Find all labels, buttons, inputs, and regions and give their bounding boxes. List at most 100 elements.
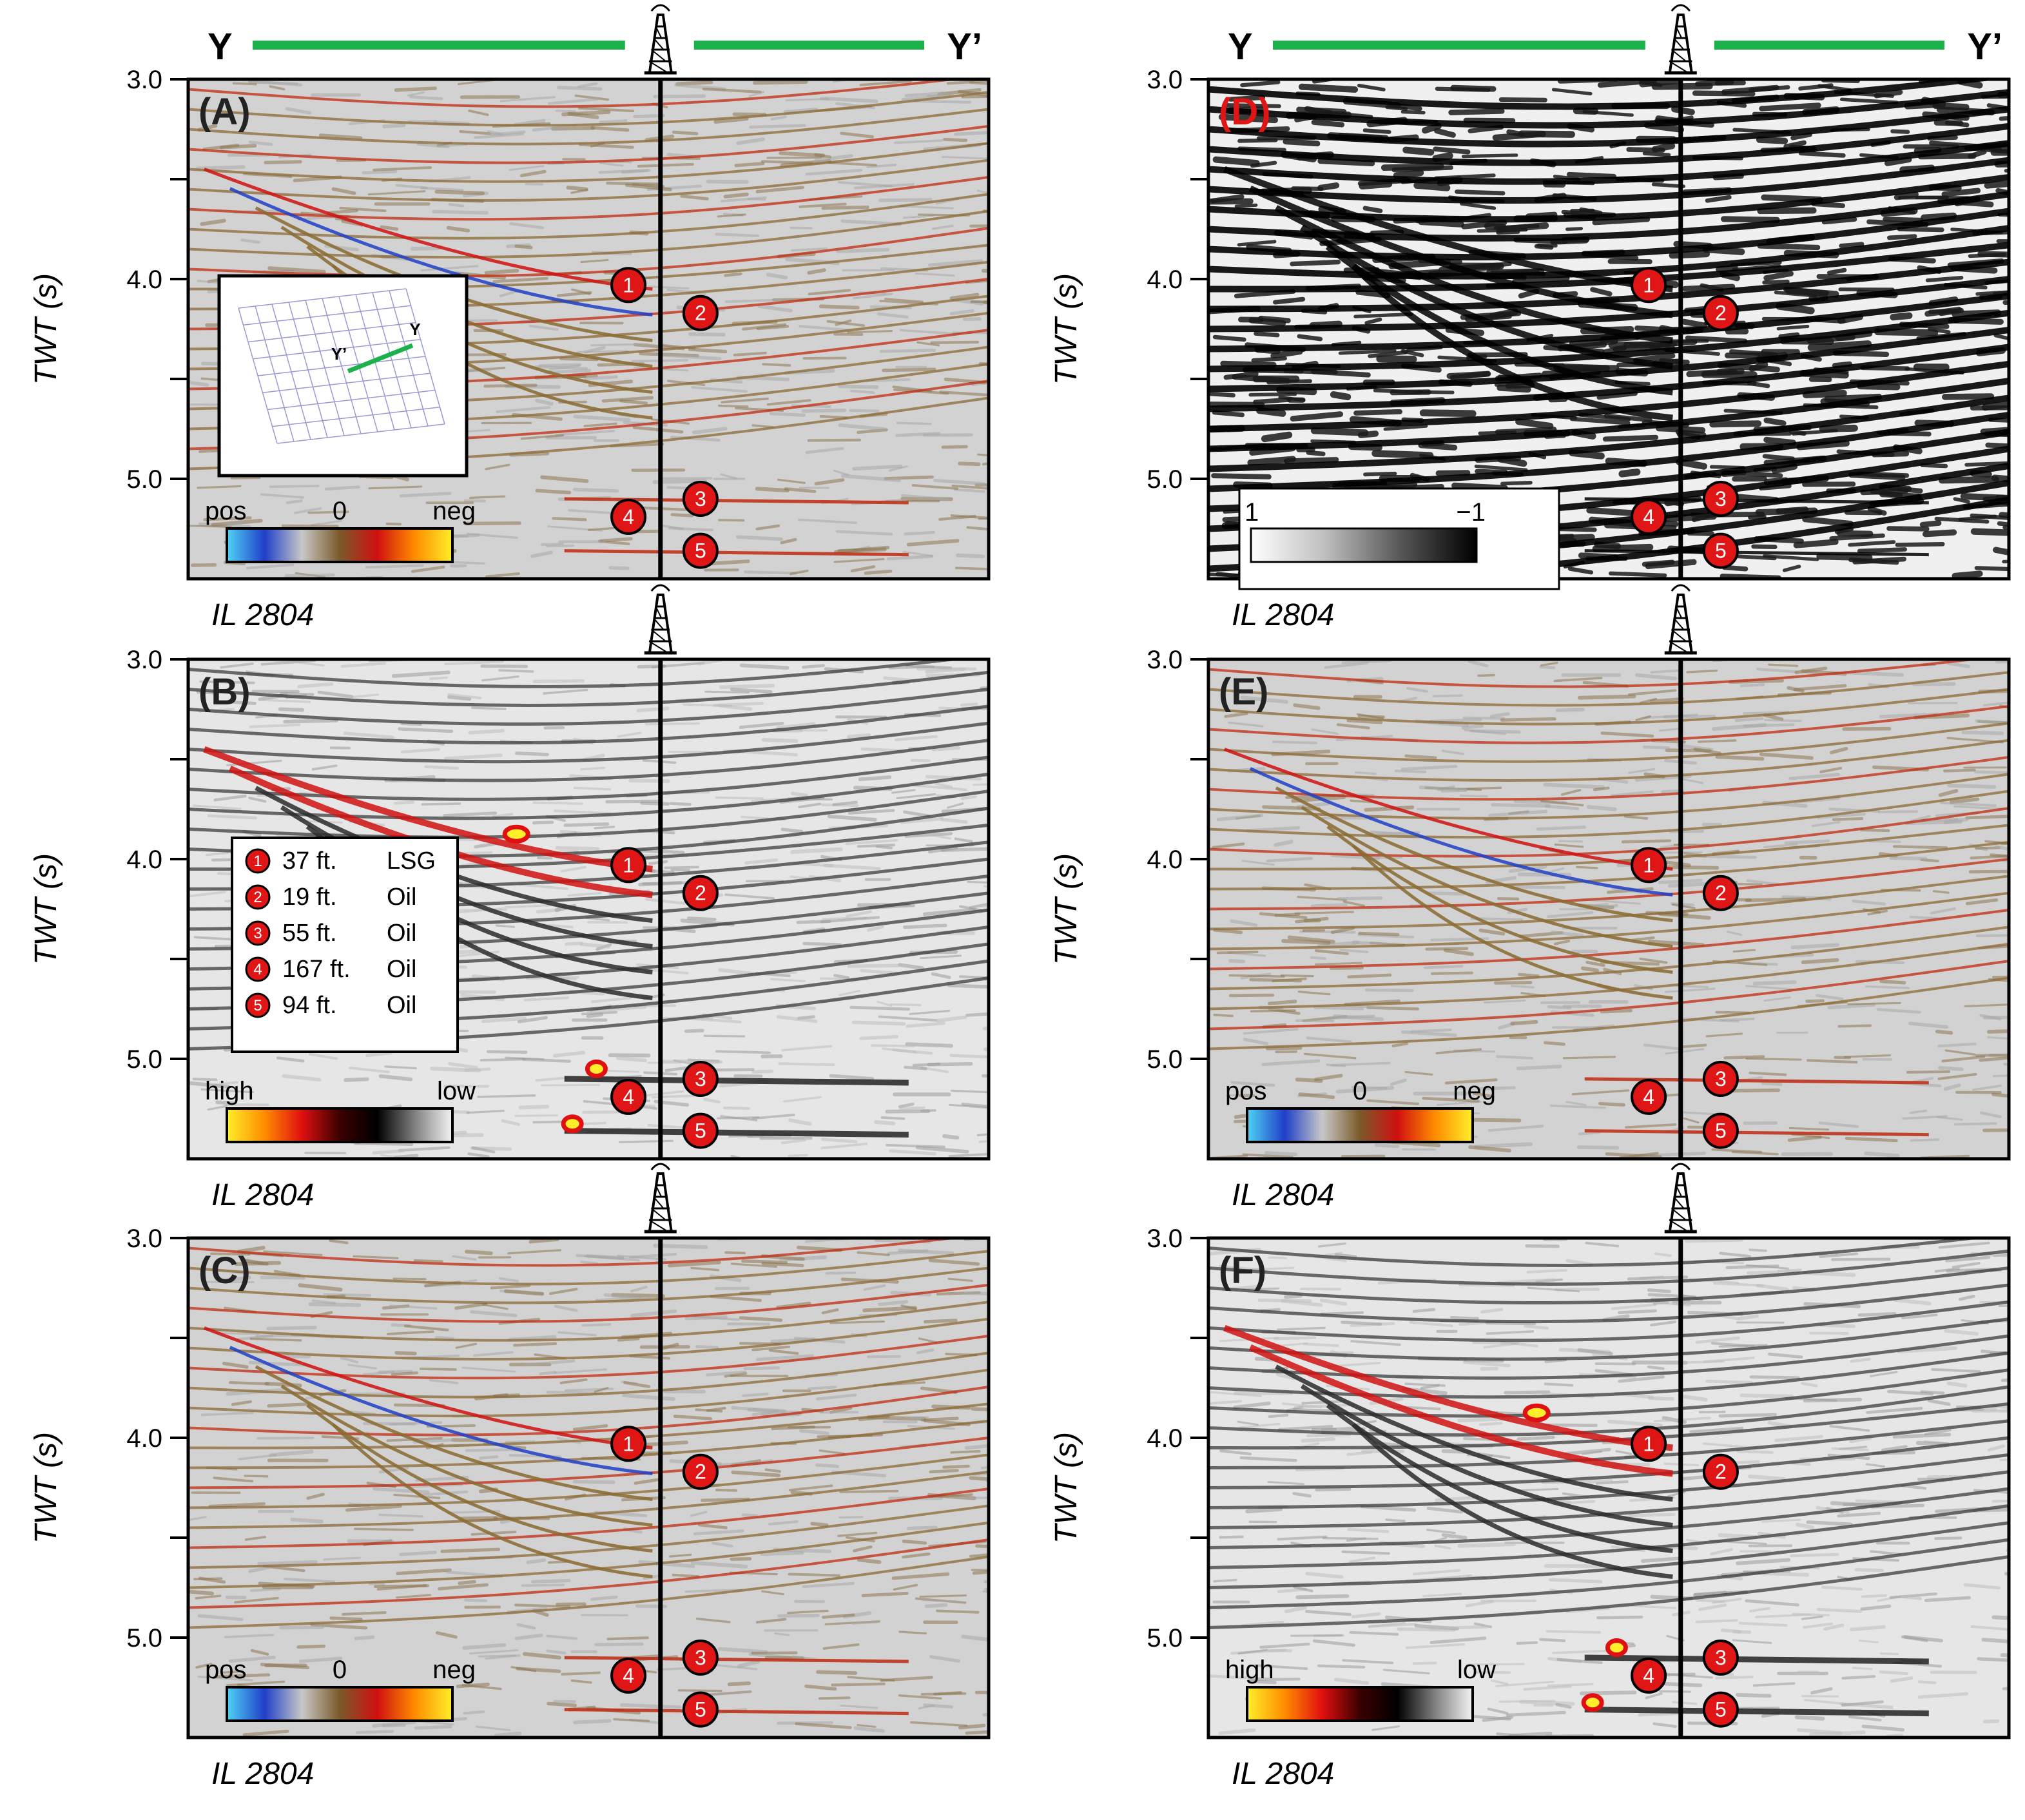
- legend-fluid: Oil: [387, 956, 416, 983]
- texture-stroke: [1848, 472, 1906, 481]
- texture-stroke: [715, 796, 764, 800]
- texture-stroke: [619, 1703, 682, 1709]
- texture-stroke: [267, 266, 326, 274]
- texture-stroke: [1347, 973, 1392, 979]
- texture-stroke: [1850, 1357, 1871, 1363]
- texture-stroke: [220, 1275, 251, 1283]
- reflector-line: [188, 1351, 989, 1399]
- texture-stroke: [954, 488, 985, 493]
- texture-stroke: [910, 759, 931, 762]
- texture-stroke: [286, 499, 303, 505]
- reflector-line: [188, 1504, 989, 1569]
- texture-stroke: [710, 1295, 762, 1302]
- texture-stroke: [1761, 1518, 1801, 1523]
- texture-stroke: [195, 1663, 213, 1669]
- texture-stroke: [640, 801, 670, 806]
- texture-stroke: [1486, 268, 1544, 276]
- texture-stroke: [902, 1539, 927, 1545]
- y-tick-label: 5.0: [1147, 465, 1183, 494]
- texture-stroke: [686, 916, 717, 921]
- deep-reflector: [564, 1128, 909, 1138]
- texture-stroke: [1478, 928, 1506, 936]
- texture-stroke: [1306, 1433, 1351, 1438]
- texture-stroke: [1240, 695, 1288, 704]
- texture-stroke: [526, 1558, 547, 1565]
- texture-stroke: [1965, 898, 1999, 905]
- texture-stroke: [1887, 234, 1917, 240]
- texture-stroke: [1483, 1342, 1518, 1349]
- horizon-marker: [610, 498, 647, 535]
- texture-stroke: [879, 349, 936, 353]
- texture-stroke: [1937, 1066, 1964, 1072]
- texture-stroke: [329, 1616, 363, 1621]
- panel-label: (D): [1219, 91, 1271, 133]
- texture-stroke: [755, 487, 790, 492]
- texture-stroke: [717, 213, 746, 218]
- texture-stroke: [1832, 361, 1852, 369]
- texture-stroke: [900, 494, 949, 501]
- texture-stroke: [748, 91, 764, 97]
- deep-reflector: [564, 1708, 909, 1716]
- texture-stroke: [1615, 1450, 1633, 1455]
- texture-stroke: [1726, 931, 1743, 936]
- texture-stroke: [848, 809, 895, 815]
- texture-stroke: [1319, 1298, 1348, 1306]
- well-legend: [231, 837, 459, 1053]
- texture-stroke: [949, 293, 980, 300]
- texture-stroke: [688, 347, 728, 354]
- texture-stroke: [1798, 83, 1834, 91]
- texture-stroke: [1941, 188, 1981, 197]
- texture-stroke: [368, 1582, 385, 1586]
- texture-stroke: [215, 1100, 235, 1105]
- texture-stroke: [761, 738, 799, 743]
- texture-stroke: [893, 1583, 918, 1591]
- texture-stroke: [1536, 826, 1586, 831]
- texture-stroke: [1234, 203, 1258, 208]
- texture-stroke: [1330, 391, 1352, 401]
- texture-stroke: [1867, 909, 1888, 916]
- texture-stroke: [1788, 773, 1841, 780]
- texture-stroke: [819, 304, 860, 310]
- texture-stroke: [1631, 1604, 1676, 1609]
- texture-stroke: [399, 492, 452, 498]
- texture-stroke: [629, 1252, 677, 1259]
- dipping-reflector: [1249, 767, 1673, 896]
- texture-stroke: [464, 1067, 491, 1072]
- texture-stroke: [909, 1009, 951, 1016]
- horizon-marker: [682, 1112, 719, 1149]
- derrick-brace: [1673, 37, 1685, 50]
- texture-stroke: [443, 811, 498, 817]
- texture-stroke: [971, 1569, 989, 1571]
- reflector-line: [1208, 773, 2009, 820]
- texture-stroke: [1671, 903, 1696, 909]
- deep-reflector: [1584, 497, 1929, 505]
- horizon-marker-number: 2: [1715, 1460, 1727, 1484]
- texture-stroke: [1290, 1634, 1343, 1637]
- texture-stroke: [739, 722, 784, 729]
- texture-stroke: [195, 1594, 222, 1600]
- texture-stroke: [960, 795, 977, 800]
- texture-stroke: [461, 1366, 516, 1373]
- texture-stroke: [969, 1476, 989, 1481]
- texture-stroke: [1841, 1700, 1884, 1707]
- texture-stroke: [318, 133, 363, 140]
- texture-stroke: [836, 247, 890, 253]
- reflector-line: [1208, 1436, 2009, 1489]
- reflector-line: [1208, 1453, 2009, 1509]
- texture-stroke: [930, 340, 980, 344]
- derrick-gush: [650, 4, 670, 12]
- texture-stroke: [240, 238, 260, 244]
- texture-stroke: [1567, 566, 1594, 575]
- texture-stroke: [474, 842, 498, 849]
- texture-stroke: [1576, 1145, 1620, 1150]
- texture-stroke: [1711, 1148, 1763, 1154]
- texture-stroke: [398, 727, 454, 733]
- reflector-line: [188, 142, 989, 183]
- texture-stroke: [1662, 865, 1720, 870]
- dipping-reflector: [1223, 166, 1673, 293]
- texture-stroke: [1404, 1070, 1433, 1076]
- texture-stroke: [915, 272, 955, 277]
- texture-stroke: [1223, 103, 1281, 108]
- texture-stroke: [1930, 907, 1956, 915]
- map-profile-line: [347, 343, 414, 374]
